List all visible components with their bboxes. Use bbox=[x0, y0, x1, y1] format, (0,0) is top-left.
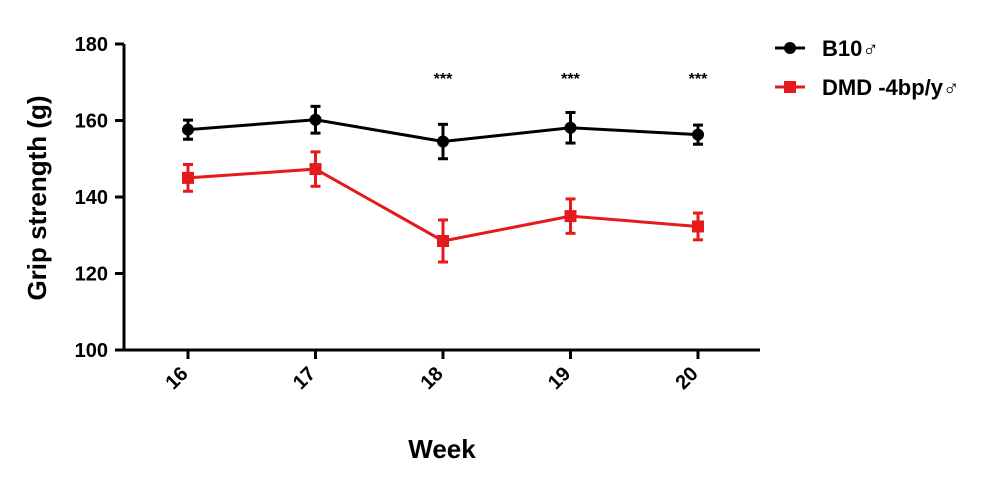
x-axis-label: Week bbox=[408, 434, 476, 464]
data-point bbox=[182, 123, 194, 136]
data-point bbox=[564, 210, 577, 223]
legend-marker bbox=[784, 42, 796, 54]
significance-label: *** bbox=[434, 71, 453, 88]
y-tick-label: 140 bbox=[75, 187, 108, 209]
series-1 bbox=[182, 104, 704, 161]
data-point bbox=[309, 163, 322, 176]
annotations: *** *** *** bbox=[434, 71, 708, 88]
data-point bbox=[182, 171, 194, 184]
x-tick-label: 16 bbox=[161, 363, 192, 394]
x-ticks: 16 17 18 19 20 bbox=[161, 350, 703, 394]
data-point bbox=[692, 220, 704, 233]
x-tick-label: 17 bbox=[289, 363, 320, 394]
x-tick-label: 18 bbox=[416, 363, 447, 394]
x-tick-label: 20 bbox=[671, 363, 702, 394]
legend-label: B10♂ bbox=[822, 36, 879, 61]
y-axis-label: Grip strength (g) bbox=[22, 95, 52, 300]
significance-label: *** bbox=[561, 71, 580, 88]
y-tick-label: 160 bbox=[75, 111, 108, 133]
legend: B10♂ DMD -4bp/y♂ bbox=[775, 36, 960, 100]
data-point bbox=[437, 135, 449, 148]
x-tick-label: 19 bbox=[544, 363, 575, 394]
y-tick-label: 100 bbox=[75, 340, 108, 362]
series-layer bbox=[182, 104, 704, 264]
data-point bbox=[309, 113, 322, 126]
y-ticks: 100 120 140 160 180 bbox=[75, 34, 124, 362]
data-point bbox=[692, 128, 704, 141]
axes bbox=[122, 44, 760, 352]
series-2 bbox=[182, 150, 704, 264]
data-point bbox=[564, 121, 577, 134]
y-tick-label: 120 bbox=[75, 264, 108, 286]
data-point bbox=[437, 234, 449, 247]
legend-marker bbox=[784, 81, 796, 93]
legend-label: DMD -4bp/y♂ bbox=[822, 75, 960, 100]
significance-label: *** bbox=[689, 71, 708, 88]
y-tick-label: 180 bbox=[75, 34, 108, 56]
